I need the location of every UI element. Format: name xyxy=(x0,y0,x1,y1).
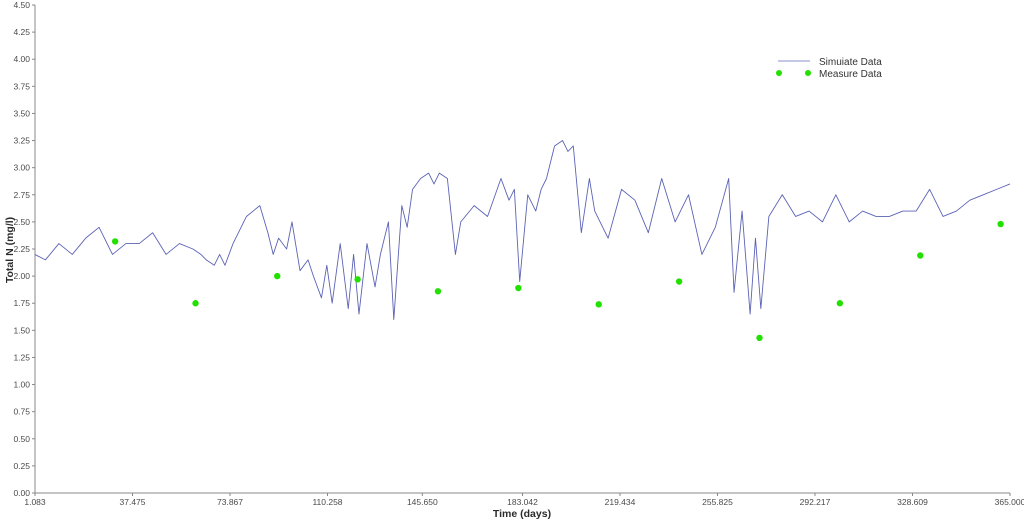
measure-data-point xyxy=(595,301,602,308)
x-tick-label: 110.258 xyxy=(312,497,342,507)
y-tick-label: 0.25 xyxy=(13,461,30,471)
measure-data-point xyxy=(434,288,442,295)
y-tick-label: 2.75 xyxy=(13,190,30,200)
measure-data-point xyxy=(917,252,924,259)
points-layer xyxy=(111,220,1004,342)
x-tick-label: 183.042 xyxy=(507,497,538,507)
y-tick-label: 3.50 xyxy=(13,108,30,118)
y-tick-label: 1.00 xyxy=(13,380,30,390)
series-layer xyxy=(34,140,1011,320)
x-tick-label: 255.825 xyxy=(702,497,733,507)
legend-label-measure: Measure Data xyxy=(819,69,882,80)
measure-data-point xyxy=(274,272,281,280)
x-tick-label: 73.867 xyxy=(217,497,243,507)
y-tick-label: 4.50 xyxy=(13,0,30,10)
legend-marker-measure-right xyxy=(805,70,811,76)
x-tick-label: 365.000 xyxy=(995,497,1024,507)
x-tick-label: 145.650 xyxy=(407,497,438,507)
measure-data-point xyxy=(756,334,763,342)
y-ticks: 0.00 0.25 0.50 0.75 1.00 1.25 1.50 1.75 2.00 2.25… xyxy=(13,0,35,498)
x-tick-label: 37.475 xyxy=(120,497,146,507)
y-tick-label: 0.75 xyxy=(13,407,30,417)
legend-label-simulate: Simuiate Data xyxy=(819,57,882,68)
y-axis-title: Total N (mg/l) xyxy=(4,217,16,283)
y-tick-label: 3.00 xyxy=(13,163,30,173)
x-tick-label: 219.434 xyxy=(605,497,636,507)
x-tick-label: 328.609 xyxy=(897,497,928,507)
measure-data-point xyxy=(354,276,361,283)
x-tick-label: 292.217 xyxy=(800,497,831,507)
y-tick-label: 2.00 xyxy=(13,271,30,281)
measure-data-point xyxy=(515,284,522,292)
y-tick-label: 1.50 xyxy=(13,325,30,335)
measure-data-point xyxy=(111,238,119,245)
y-tick-label: 4.00 xyxy=(13,54,30,64)
legend-marker-measure-left xyxy=(776,70,782,76)
y-tick-label: 1.75 xyxy=(13,298,30,308)
y-tick-label: 3.75 xyxy=(13,81,30,91)
measure-data-point xyxy=(836,300,844,307)
y-tick-label: 4.25 xyxy=(13,27,30,37)
y-tick-label: 0.00 xyxy=(13,488,30,498)
y-tick-label: 2.25 xyxy=(13,244,30,254)
x-tick-label: 1.083 xyxy=(24,497,46,507)
measure-data-point xyxy=(675,278,683,285)
simulate-data-line xyxy=(34,140,1011,320)
x-axis-title: Time (days) xyxy=(493,508,551,520)
y-tick-label: 2.50 xyxy=(13,217,30,227)
measure-data-point xyxy=(997,220,1004,228)
y-tick-label: 1.25 xyxy=(13,352,30,362)
x-ticks: 1.083 37.475 73.867 110.258 145.650 183.042 21… xyxy=(24,493,1024,507)
legend: Simuiate Data Measure Data xyxy=(776,57,882,80)
y-tick-label: 0.50 xyxy=(13,434,30,444)
measure-data-point xyxy=(192,300,199,307)
y-tick-label: 3.25 xyxy=(13,136,30,146)
